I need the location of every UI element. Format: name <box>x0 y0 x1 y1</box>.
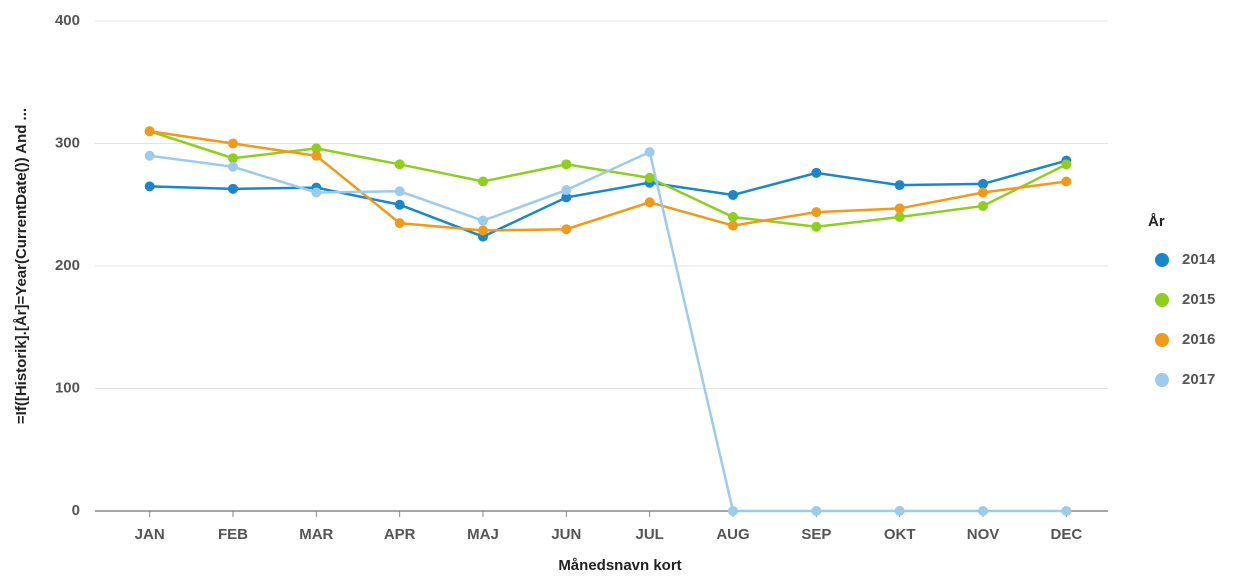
point <box>144 126 155 137</box>
point <box>394 159 405 170</box>
point <box>1061 176 1072 187</box>
point <box>394 199 405 210</box>
point <box>978 187 988 198</box>
legend-swatch <box>1155 373 1169 387</box>
point <box>894 212 905 222</box>
y-tick-label: 400 <box>55 12 80 29</box>
point <box>1061 506 1072 516</box>
x-tick-label: SEP <box>801 526 831 543</box>
point <box>394 218 405 229</box>
point <box>644 172 655 183</box>
legend-swatch <box>1155 253 1169 267</box>
x-tick-label: JUL <box>635 526 663 543</box>
legend-label: 2017 <box>1182 371 1215 388</box>
point <box>811 207 822 218</box>
y-tick-label: 300 <box>55 134 80 151</box>
x-axis-label: Månedsnavn kort <box>558 557 681 574</box>
point <box>144 181 155 192</box>
x-tick-label: AUG <box>716 526 749 543</box>
x-tick-label: MAR <box>299 526 333 543</box>
point <box>811 221 822 232</box>
point <box>228 161 238 172</box>
series-line <box>149 130 1067 229</box>
x-tick-label: DEC <box>1050 526 1082 543</box>
point <box>644 147 655 158</box>
point <box>978 506 988 516</box>
legend-label: 2016 <box>1182 331 1215 348</box>
point <box>311 150 322 161</box>
point <box>978 178 988 189</box>
point <box>478 225 488 236</box>
point <box>894 203 905 214</box>
point <box>478 176 488 187</box>
point <box>311 187 322 198</box>
x-tick-label: APR <box>384 526 416 543</box>
point <box>1061 159 1072 170</box>
point <box>561 224 572 235</box>
point <box>978 200 988 211</box>
point <box>228 153 238 164</box>
point <box>561 185 572 196</box>
point <box>144 150 155 161</box>
series-line <box>149 130 1067 232</box>
point <box>311 143 322 154</box>
y-tick-label: 200 <box>55 257 80 274</box>
point <box>811 506 822 516</box>
point <box>728 212 738 222</box>
point <box>228 138 238 149</box>
x-tick-label: MAJ <box>467 526 499 543</box>
y-tick-label: 0 <box>72 502 80 519</box>
point <box>478 215 488 226</box>
y-axis-label: =If([Historik].[År]=Year(CurrentDate()) … <box>13 108 30 424</box>
legend-label: 2014 <box>1182 251 1216 268</box>
x-tick-label: JUN <box>551 526 581 543</box>
x-tick-label: OKT <box>884 526 916 543</box>
point <box>228 183 238 194</box>
x-tick-label: NOV <box>967 526 1000 543</box>
point <box>894 506 905 516</box>
point <box>728 189 738 200</box>
point <box>561 192 572 203</box>
legend-label: 2015 <box>1182 291 1215 308</box>
legend-swatch <box>1155 333 1169 347</box>
point <box>561 159 572 170</box>
x-tick-label: FEB <box>218 526 248 543</box>
series-line <box>149 150 1067 513</box>
point <box>644 197 655 208</box>
point <box>894 180 905 191</box>
point <box>811 167 822 178</box>
legend-title: År <box>1148 213 1165 230</box>
point <box>728 220 738 231</box>
x-tick-label: JAN <box>135 526 165 543</box>
legend-swatch <box>1155 293 1169 307</box>
point <box>394 186 405 197</box>
point <box>728 506 738 516</box>
y-tick-label: 100 <box>55 379 80 396</box>
